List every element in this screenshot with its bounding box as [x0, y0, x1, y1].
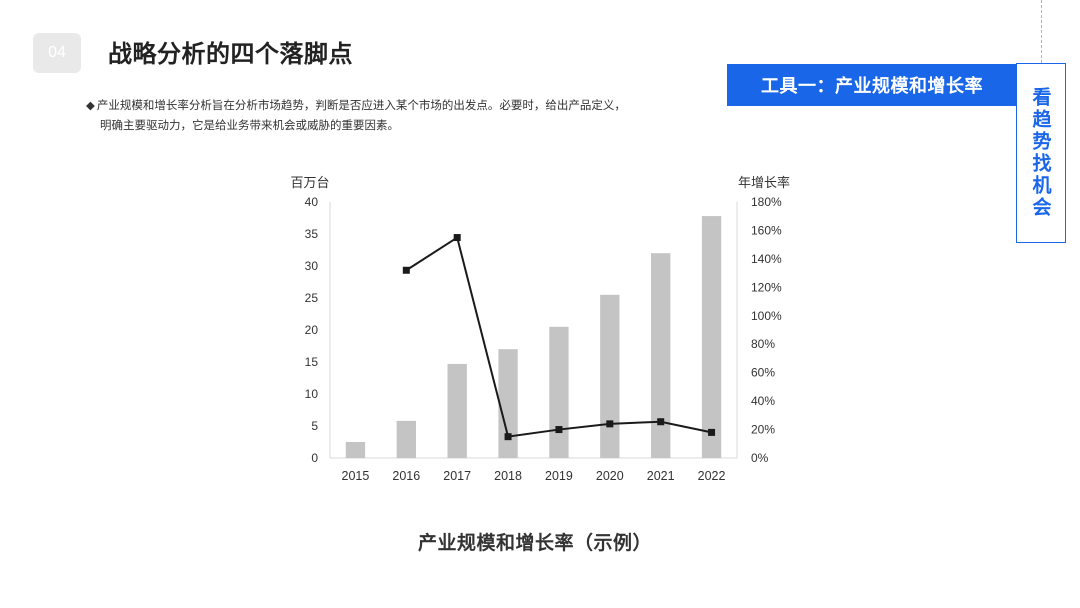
growth-point-2018: [504, 433, 512, 441]
y2-tick-label: 180%: [751, 195, 782, 209]
x-tick-label: 2019: [545, 469, 573, 483]
bar-2021: [651, 253, 671, 458]
y-axis-title: 百万台: [290, 175, 329, 190]
growth-point-2022: [708, 428, 716, 436]
y-tick-label: 40: [305, 195, 319, 209]
y-tick-label: 0: [311, 451, 318, 465]
y2-axis-title: 年增长率: [738, 175, 790, 190]
y-tick-label: 25: [305, 291, 319, 305]
y-tick-label: 30: [305, 259, 319, 273]
bullet-diamond-icon: ◆: [86, 98, 95, 112]
y2-tick-label: 160%: [751, 223, 782, 237]
y-tick-label: 5: [311, 419, 318, 433]
y-tick-label: 10: [305, 387, 319, 401]
growth-chart: 百万台 年增长率 0 5 10 15 20 25 30 35 40 0% 20% 40% 60% 80% 100…: [290, 175, 790, 483]
x-tick-label: 2021: [647, 469, 675, 483]
bar-2019: [549, 326, 569, 458]
description-line-1: 产业规模和增长率分析旨在分析市场趋势，判断是否应进入某个市场的出发点。必要时，给…: [96, 98, 626, 112]
x-tick-label: 2015: [342, 469, 370, 483]
growth-point-2019: [555, 426, 563, 434]
bar-2018: [498, 349, 518, 458]
y2-tick-label: 0%: [751, 451, 769, 465]
y2-tick-label: 140%: [751, 252, 782, 266]
bar-2022: [701, 216, 722, 458]
x-tick-label: 2018: [494, 469, 522, 483]
growth-point-2020: [606, 420, 614, 428]
growth-point-2017: [453, 234, 461, 242]
y-tick-label: 35: [305, 227, 319, 241]
y-tick-label: 15: [305, 355, 319, 369]
y2-tick-label: 100%: [751, 309, 782, 323]
growth-point-2016: [402, 266, 410, 274]
x-tick-label: 2016: [392, 469, 420, 483]
x-tick-label: 2022: [698, 469, 726, 483]
x-tick-label: 2017: [443, 469, 471, 483]
tool-banner: 工具一：产业规模和增长率: [727, 64, 1017, 106]
decorative-dashed-line: [1041, 0, 1042, 63]
y2-tick-label: 20%: [751, 423, 775, 437]
description-line-2: 明确主要驱动力，它是给业务带来机会或威胁的重要因素。: [100, 118, 399, 132]
side-label-box: 看趋势找机会: [1016, 63, 1066, 243]
page-title: 战略分析的四个落脚点: [108, 40, 353, 68]
y2-tick-label: 40%: [751, 394, 775, 408]
bar-2015: [345, 442, 366, 458]
y-tick-label: 20: [305, 323, 319, 337]
bar-2020: [600, 294, 620, 458]
growth-point-2021: [657, 418, 665, 426]
bar-2016: [396, 420, 416, 458]
x-tick-label: 2020: [596, 469, 624, 483]
y2-tick-label: 80%: [751, 337, 775, 351]
description-text: ◆ 产业规模和增长率分析旨在分析市场趋势，判断是否应进入某个市场的出发点。必要时，…: [86, 95, 726, 135]
bar-2017: [447, 363, 467, 458]
chart-caption: 产业规模和增长率（示例）: [417, 532, 652, 554]
side-label-text: 看趋势找机会: [1029, 87, 1052, 219]
y2-tick-label: 120%: [751, 280, 782, 294]
section-number-badge: 04: [33, 33, 81, 73]
y2-tick-label: 60%: [751, 366, 775, 380]
